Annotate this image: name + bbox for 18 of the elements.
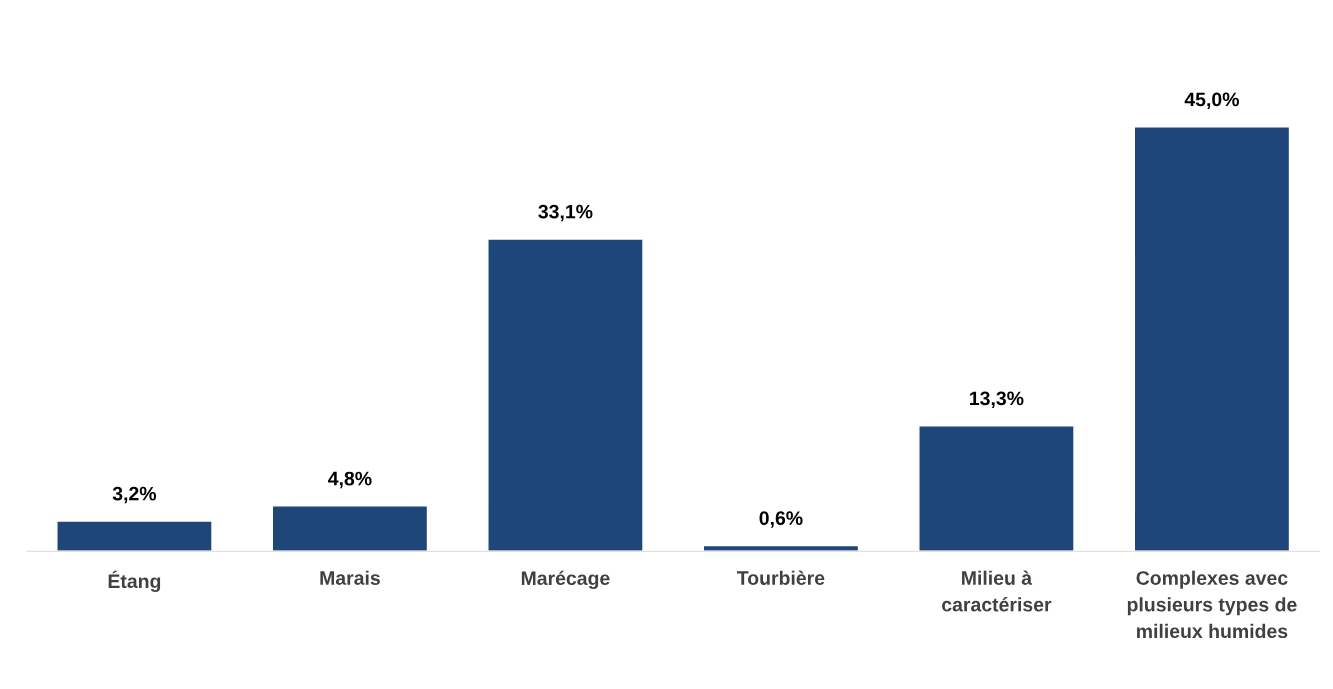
bar bbox=[487, 238, 644, 552]
bar bbox=[56, 520, 213, 552]
x-tick-label: Milieu à caractériser bbox=[942, 570, 1052, 612]
bar bbox=[918, 425, 1075, 552]
x-tick-label: Étang bbox=[108, 570, 161, 592]
x-tick-label: Tourbière bbox=[737, 570, 825, 585]
bar bbox=[1133, 126, 1291, 552]
data-label: 4,8% bbox=[328, 471, 372, 489]
data-label: 33,1% bbox=[538, 204, 593, 222]
data-label: 3,2% bbox=[112, 486, 157, 504]
data-label: 0,6% bbox=[759, 511, 803, 528]
x-tick-label: Marécage bbox=[521, 570, 610, 590]
data-label: 45,0% bbox=[1184, 92, 1239, 110]
bar bbox=[271, 505, 429, 552]
x-tick-label: Complexes avec plusieurs types de milieux humides bbox=[1127, 570, 1297, 639]
bar bbox=[702, 544, 860, 552]
x-tick-label: Marais bbox=[320, 570, 380, 585]
data-label: 13,3% bbox=[970, 391, 1024, 409]
